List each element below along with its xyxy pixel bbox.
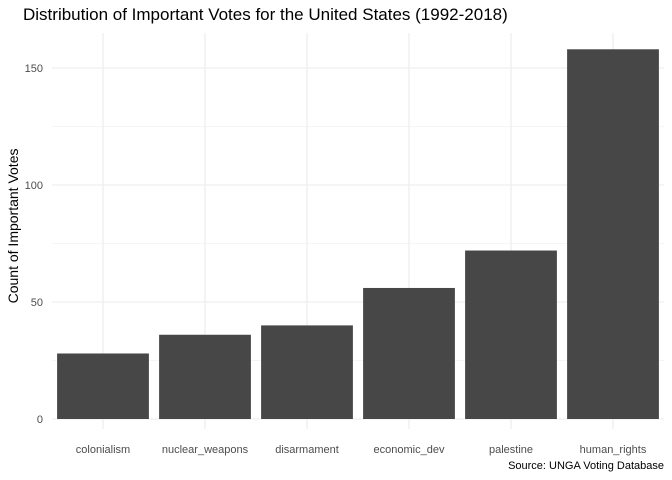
bar-economic_dev	[363, 287, 455, 419]
y-tick-label: 0	[37, 414, 43, 426]
y-tick-label: 100	[25, 180, 43, 192]
chart-title: Distribution of Important Votes for the …	[23, 5, 508, 24]
x-tick-label: colonialism	[76, 444, 130, 456]
y-axis-label: Count of Important Votes	[5, 149, 21, 304]
bar-human_rights	[567, 49, 659, 419]
x-tick-label: economic_dev	[374, 444, 445, 456]
chart-caption: Source: UNGA Voting Database	[508, 460, 664, 472]
x-tick-label: disarmament	[275, 444, 339, 456]
y-tick-label: 150	[25, 63, 43, 75]
bar-palestine	[465, 250, 557, 419]
y-tick-label: 50	[31, 297, 43, 309]
bar-nuclear_weapons	[159, 334, 251, 419]
x-tick-label: nuclear_weapons	[162, 444, 249, 456]
x-tick-label: palestine	[489, 444, 533, 456]
bar-colonialism	[57, 353, 149, 419]
x-tick-label: human_rights	[580, 444, 647, 456]
bar-disarmament	[261, 325, 353, 419]
